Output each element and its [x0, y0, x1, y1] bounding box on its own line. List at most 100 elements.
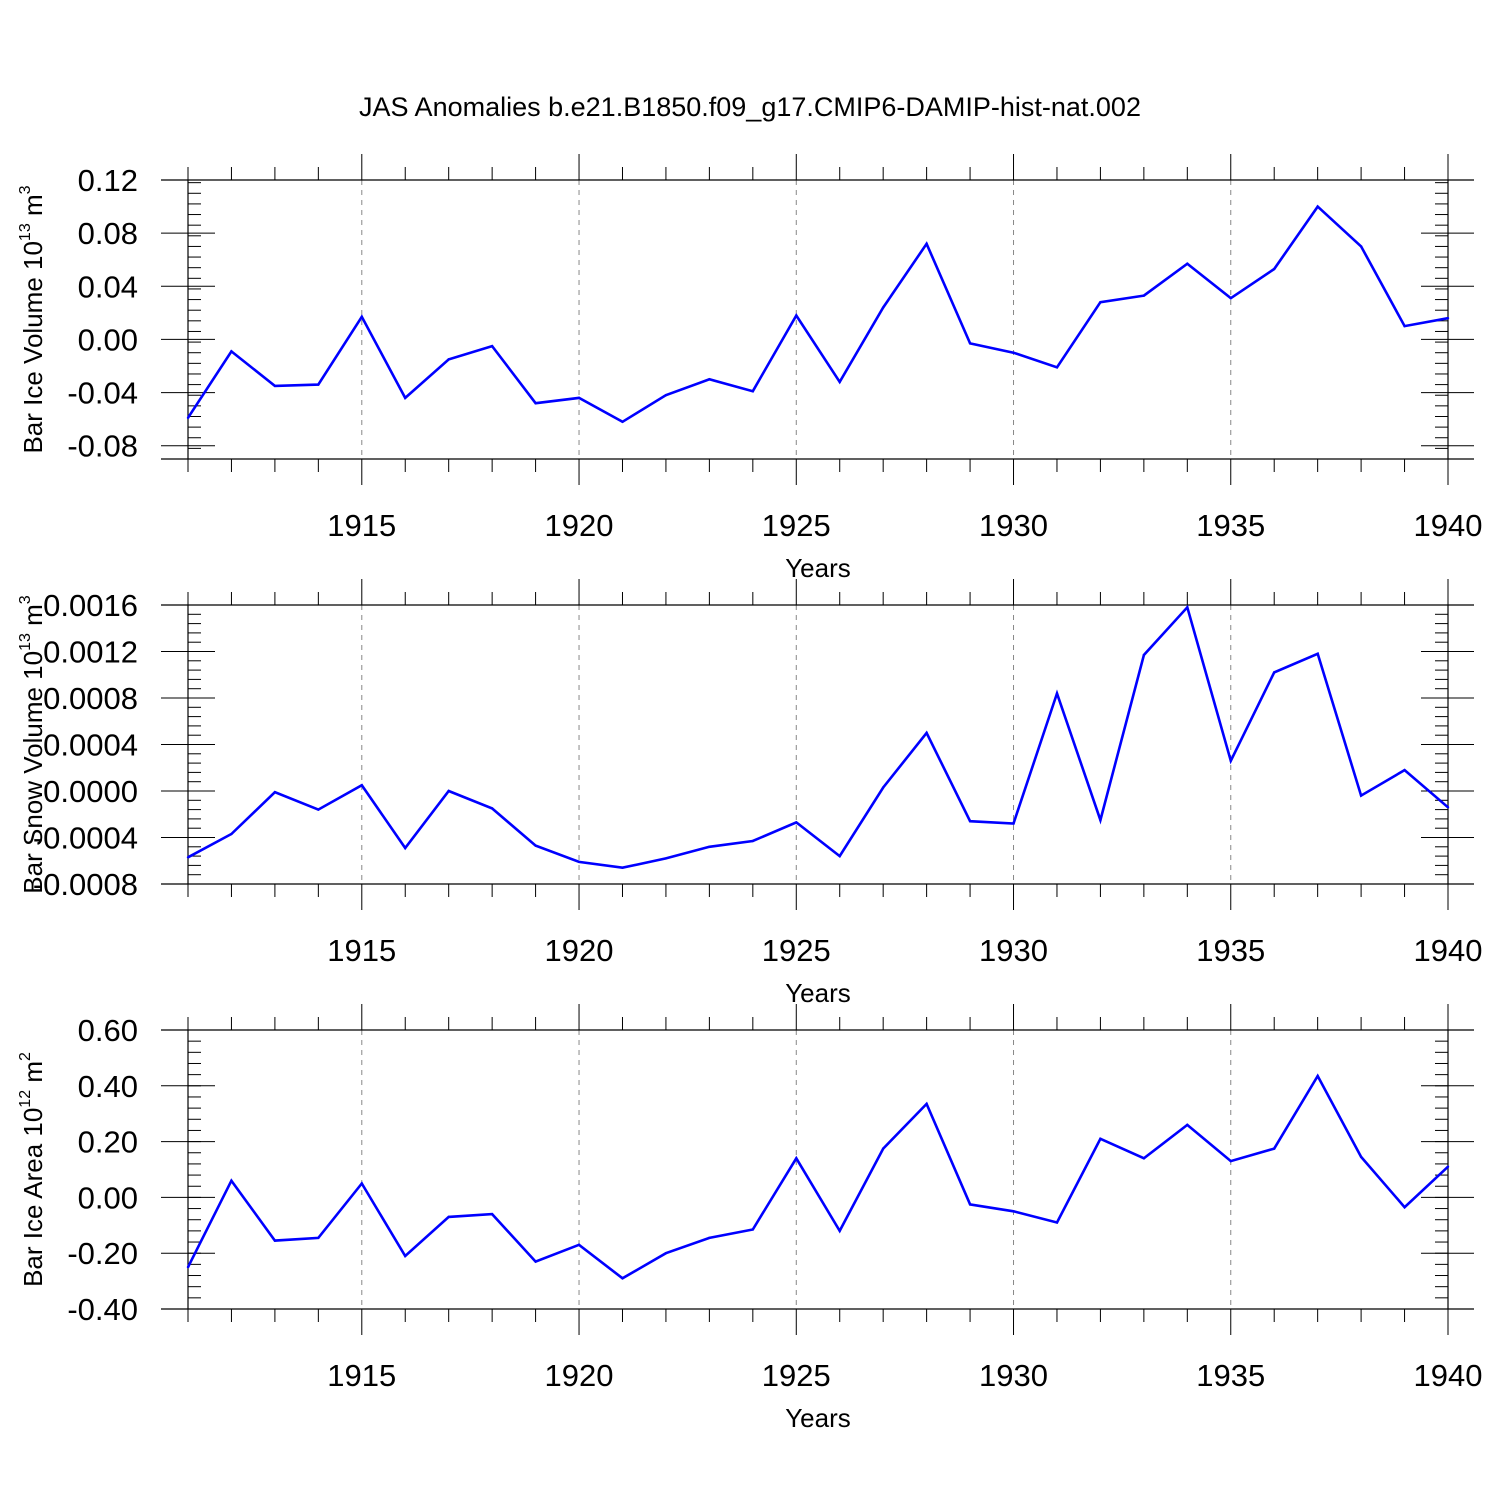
series-line [186, 1073, 1449, 1280]
panel-1: -0.08 -0.04 0.00 0.04 0.08 0.12 1915 1920 1925 19… [17, 154, 1482, 583]
data-point [1403, 1205, 1406, 1209]
data-point [1403, 768, 1406, 772]
data-point [708, 1236, 711, 1240]
y-tick-label: 0.40 [78, 1069, 138, 1104]
data-point [751, 839, 755, 843]
x-tick-label: 1920 [545, 1358, 614, 1393]
y-tick-label: -0.20 [67, 1236, 138, 1271]
data-point [968, 820, 972, 823]
x-tick-label: 1920 [545, 933, 614, 968]
data-point [1273, 267, 1276, 271]
y-tick-label: 0.00 [78, 1180, 138, 1215]
data-point [751, 1228, 755, 1231]
data-point [881, 786, 885, 789]
series-line [186, 204, 1449, 424]
data-point [968, 1203, 972, 1206]
x-tick-label: 1930 [979, 933, 1048, 968]
data-point [1316, 652, 1319, 656]
y-tick-label: 0.12 [78, 163, 138, 198]
data-point [577, 860, 581, 864]
data-point [708, 378, 711, 381]
data-point [1446, 316, 1450, 320]
y-tick-label: 0.0004 [43, 728, 138, 763]
data-point [490, 1212, 494, 1216]
data-point [317, 383, 320, 386]
y-tick-label: -0.08 [67, 429, 138, 464]
data-point [838, 1229, 841, 1233]
data-point [404, 396, 407, 400]
data-point [751, 390, 755, 393]
panel-2: -0.0008 -0.0004 0.0000 0.0004 0.0008 0.0012 0.… [17, 579, 1482, 1008]
y-axis-label: Bar Ice Area 1012 m2 [17, 1052, 48, 1287]
x-tick-label: 1940 [1414, 1358, 1483, 1393]
data-point [1446, 806, 1450, 809]
x-tick-label: 1935 [1196, 1358, 1265, 1393]
data-point [621, 866, 624, 869]
x-axis-label: Years [785, 978, 851, 1008]
data-point [621, 420, 624, 423]
data-point [447, 1215, 450, 1219]
data-point [1273, 1147, 1276, 1150]
data-point [925, 731, 928, 735]
data-point [664, 1252, 668, 1255]
data-point [881, 1147, 885, 1150]
y-tick-label: 0.08 [78, 216, 138, 251]
data-point [664, 857, 668, 860]
data-point [404, 846, 407, 850]
data-point [1099, 301, 1102, 304]
x-tick-label: 1920 [545, 508, 614, 543]
y-tick-label: 0.60 [78, 1013, 138, 1048]
x-tick-label: 1915 [327, 508, 396, 543]
x-tick-label: 1915 [327, 933, 396, 968]
data-point [577, 396, 581, 400]
data-point [1055, 366, 1059, 369]
x-tick-label: 1925 [762, 933, 831, 968]
data-point [273, 790, 277, 794]
data-point [838, 380, 841, 384]
data-point [1273, 671, 1276, 674]
x-tick-label: 1930 [979, 508, 1048, 543]
data-point [1142, 1157, 1146, 1160]
data-point [708, 845, 711, 848]
x-tick-label: 1915 [327, 1358, 396, 1393]
data-point [1142, 294, 1146, 297]
data-point [490, 344, 494, 348]
data-point [317, 808, 320, 811]
data-point [1186, 1123, 1189, 1127]
data-point [447, 358, 450, 361]
x-tick-label: 1935 [1196, 933, 1265, 968]
panel-3: -0.40 -0.20 0.00 0.20 0.40 0.60 1915 1920 1925 19… [17, 1004, 1482, 1433]
y-tick-label: 0.0000 [43, 774, 138, 809]
data-point [1403, 324, 1406, 328]
series-line [187, 604, 1449, 870]
data-point [360, 315, 363, 319]
data-point [1012, 351, 1015, 354]
data-point [230, 832, 233, 836]
data-point [621, 1277, 624, 1280]
x-tick-label: 1925 [762, 1358, 831, 1393]
x-tick-label: 1935 [1196, 508, 1265, 543]
data-point [1359, 245, 1363, 248]
x-axis-label: Years [785, 553, 851, 583]
data-point [360, 783, 363, 787]
data-point [968, 342, 972, 345]
data-point [404, 1254, 407, 1258]
data-point [186, 1265, 190, 1269]
x-tick-label: 1940 [1414, 508, 1483, 543]
y-tick-label: 0.0008 [43, 681, 138, 716]
y-tick-label: 0.0016 [43, 588, 138, 623]
data-point [1055, 1221, 1059, 1224]
y-axis-label: Bar Snow Volume 1013 m3 [17, 595, 48, 894]
y-tick-label: 0.0012 [43, 635, 138, 670]
data-point [1142, 653, 1146, 657]
data-point [1359, 794, 1363, 797]
data-point [1229, 759, 1232, 762]
data-point [1055, 692, 1059, 695]
data-point [1446, 1165, 1450, 1168]
data-point [1316, 205, 1319, 208]
data-point [534, 402, 537, 405]
data-point [1186, 262, 1189, 265]
data-point [1316, 1074, 1319, 1078]
data-point [534, 844, 537, 847]
data-point [795, 314, 798, 317]
